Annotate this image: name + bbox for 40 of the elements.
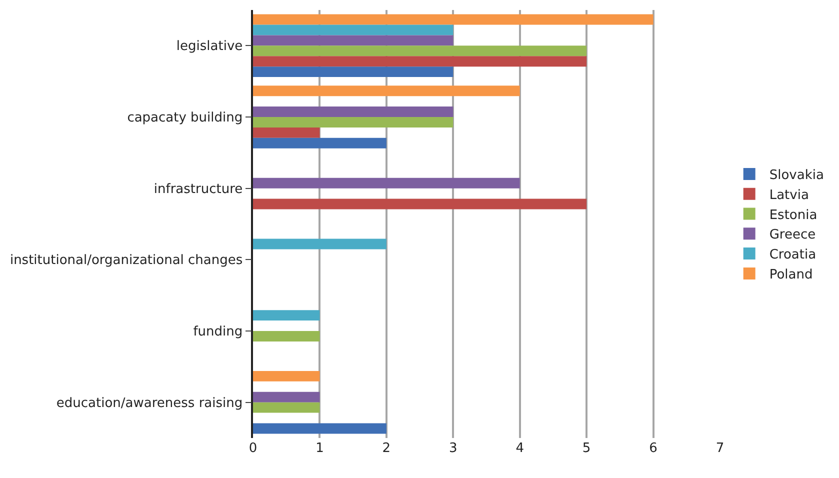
x-tick-label: 1	[316, 441, 324, 456]
bar	[253, 423, 386, 434]
bar	[253, 117, 454, 128]
bar	[253, 35, 454, 46]
bar	[253, 331, 320, 342]
legend-label: Estonia	[769, 208, 818, 223]
legend-label: Greece	[769, 228, 816, 243]
legend-label: Poland	[769, 268, 813, 283]
bar	[253, 392, 320, 402]
legend-label: Latvia	[769, 188, 809, 203]
y-tick-label: institutional/organizational changes	[10, 253, 243, 268]
bar	[253, 138, 386, 148]
y-tick-label: funding	[193, 324, 243, 340]
bar	[253, 14, 654, 25]
bar	[253, 238, 386, 250]
legend-label: Slovakia	[769, 168, 824, 184]
bar	[253, 66, 454, 78]
y-tick-label: legislative	[176, 39, 243, 54]
bar	[253, 370, 320, 382]
y-tick-label: education/awareness raising	[56, 396, 243, 411]
bar	[253, 198, 587, 210]
x-tick-label: 7	[716, 441, 724, 456]
bar	[253, 24, 454, 36]
x-tick-label: 5	[582, 441, 591, 456]
bar	[253, 402, 320, 413]
bar	[253, 106, 454, 117]
y-tick-label: capacaty building	[127, 110, 243, 126]
bar	[253, 56, 587, 67]
legend-label: Croatia	[769, 248, 816, 263]
bar	[253, 127, 320, 138]
x-tick-label: 3	[449, 441, 458, 456]
y-tick-label: infrastructure	[154, 182, 243, 197]
x-tick-label: 4	[516, 441, 524, 456]
x-tick-label: 6	[649, 441, 658, 456]
bar	[253, 46, 587, 56]
bar	[253, 310, 320, 321]
bar	[253, 86, 520, 96]
x-tick-label: 2	[382, 441, 391, 456]
x-tick-label: 0	[248, 441, 258, 456]
bar	[253, 178, 520, 188]
